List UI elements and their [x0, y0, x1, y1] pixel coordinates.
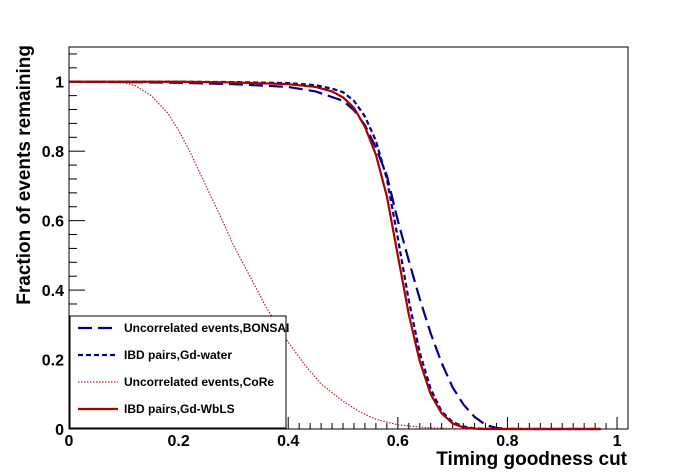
y-axis-title: Fraction of events remaining	[14, 45, 35, 305]
plot-frame	[68, 46, 629, 430]
legend: Uncorrelated events,BONSAI IBD pairs,Gd-w…	[69, 315, 289, 429]
x-axis-title: Timing goodness cut	[436, 449, 627, 470]
x-tick-label: 0	[65, 433, 74, 450]
y-tick-label: 0.8	[42, 144, 64, 161]
legend-label-4: IBD pairs,Gd-WbLS	[124, 402, 235, 416]
y-tick-label: 0.4	[42, 283, 64, 300]
x-tick-label: 0.4	[277, 433, 299, 450]
x-tick-label: 1	[613, 433, 622, 450]
series-line-4	[69, 80, 601, 431]
y-tick-label: 0.6	[42, 214, 64, 231]
x-tick-label: 0.6	[387, 433, 409, 450]
x-tick-label: 0.8	[496, 433, 518, 450]
legend-label-2: IBD pairs,Gd-water	[124, 348, 232, 362]
series-line-1	[68, 80, 601, 431]
y-tick-label: 0.2	[42, 353, 64, 370]
x-tick-label: 0.2	[167, 433, 189, 450]
y-tick-label: 1	[55, 75, 64, 92]
y-tick-label: 0	[55, 422, 64, 439]
legend-label-1: Uncorrelated events,BONSAI	[124, 321, 289, 335]
legend-label-3: Uncorrelated events,CoRe	[124, 375, 274, 389]
